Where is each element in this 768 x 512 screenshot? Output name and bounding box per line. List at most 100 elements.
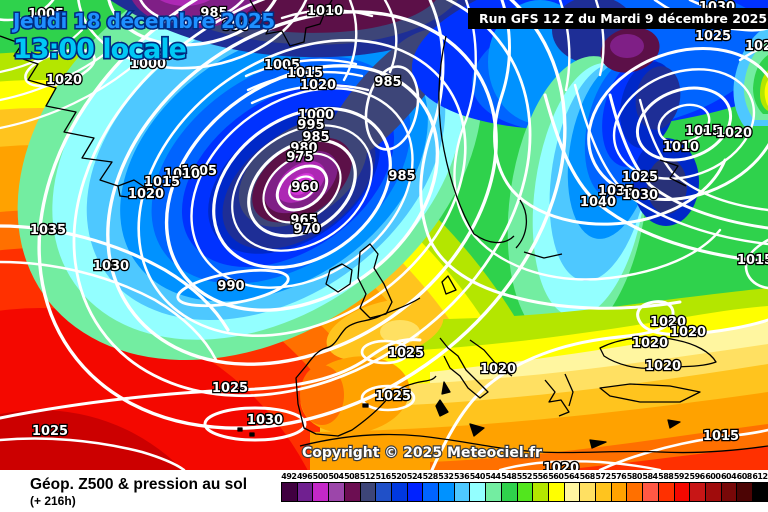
colorbar-tick: 592 (673, 472, 690, 481)
isobar-label: 1020 (46, 73, 82, 88)
colorbar-cell (282, 483, 298, 501)
isobar-label: 1015 (287, 66, 323, 81)
colorbar-cell (454, 483, 471, 501)
colorbar-cell (580, 483, 597, 501)
forecast-lead-time: (+ 216h) (30, 494, 76, 508)
colorbar-cell (486, 483, 502, 501)
isobar-label: 1020 (128, 187, 164, 202)
colorbar-cell (407, 483, 424, 501)
colorbar-tick: 584 (642, 472, 658, 481)
colorbar-cell (313, 483, 330, 501)
isobar-label: 1020 (632, 336, 668, 351)
colorbar-cell (533, 483, 549, 501)
isobar-label: 995 (297, 118, 324, 133)
isobar-label: 960 (291, 180, 318, 195)
valid-time-text: 13:00 locale (13, 34, 186, 65)
colorbar-cell (674, 483, 691, 501)
colorbar-tick: 496 (296, 472, 313, 481)
colorbar-tick: 528 (422, 472, 439, 481)
isobar-label: 1020 (645, 359, 681, 374)
pressure-map: 1005 985990995100010201010100510151020100… (0, 0, 768, 470)
isobar-labels: 1005 985990995100010201010100510151020100… (27, 0, 768, 470)
colorbar-tick: 552 (516, 472, 533, 481)
isobar-label: 975 (286, 150, 313, 165)
isobar-label: 1015 (685, 124, 721, 139)
isobar-label: 985 (200, 6, 227, 21)
isobar-label: 985 (388, 169, 415, 184)
colorbar-cells (281, 482, 768, 502)
isobar-label: 965 (290, 213, 317, 228)
colorbar-cell (344, 483, 361, 501)
isobar-label: 1010 (663, 140, 699, 155)
isobar-label: 1005 (264, 58, 300, 73)
legend-footer: Géop. Z500 & pression au sol (+ 216h) 49… (0, 470, 768, 512)
colorbar-tick: 512 (359, 472, 376, 481)
isobar-label: 1020 (543, 461, 579, 470)
colorbar-cell (611, 483, 628, 501)
colorbar-cell (376, 483, 392, 501)
isobar-lines (0, 0, 768, 470)
isobar-label: 1025 (375, 389, 411, 404)
colorbar-tick: 596 (689, 472, 706, 481)
colorbar-cell (627, 483, 644, 501)
colorbar-tick: 532 (438, 472, 454, 481)
colorbar-tick: 564 (563, 472, 580, 481)
isobar-label: 1035 (598, 184, 634, 199)
colorbar-cell (564, 483, 581, 501)
colorbar-cell (423, 483, 440, 501)
isobar-label: 1020 (300, 78, 336, 93)
isobar-label: 1030 (247, 413, 283, 428)
isobar-label: 1015 (144, 175, 180, 190)
isobar-label: 1025 (32, 424, 68, 439)
isobar-label: 1025 (695, 29, 731, 44)
isobar-label: 1005 (28, 7, 64, 22)
colorbar-tick: 604 (720, 472, 737, 481)
coastlines (0, 0, 768, 454)
isobar-label: 1020 (480, 362, 516, 377)
isobar-label: 990 (222, 19, 249, 34)
colorbar-cell (548, 483, 565, 501)
colorbar-tick: 612 (752, 472, 768, 481)
colorbar-tick: 580 (626, 472, 643, 481)
colorbar-cell (705, 483, 722, 501)
isobar-label: 985 (374, 75, 401, 90)
colorbar-tick: 492 (281, 472, 297, 481)
colorbar-tick: 560 (548, 472, 564, 481)
colorbar-tick: 516 (375, 472, 391, 481)
colorbar-tick: 548 (501, 472, 517, 481)
chart-title: Géop. Z500 & pression au sol (30, 476, 248, 493)
isobar-label: 1020 (670, 325, 706, 340)
isobar-label: 1030 (93, 259, 129, 274)
colorbar-tick: 520 (391, 472, 407, 481)
colorbar-cell (439, 483, 455, 501)
run-info-text: Run GFS 12 Z du Mardi 9 décembre 2025 (479, 11, 767, 26)
colorbar-tick: 568 (579, 472, 596, 481)
colorbar-cell (690, 483, 706, 501)
isobar-label: 1000 (298, 108, 334, 123)
colorbar-tick: 508 (344, 472, 360, 481)
colorbar-tick: 608 (736, 472, 753, 481)
isobar-label: 1040 (580, 195, 616, 210)
isobar-label: 1000 (130, 57, 166, 72)
colorbar-tick: 576 (611, 472, 627, 481)
run-banner: Run GFS 12 Z du Mardi 9 décembre 2025 (468, 8, 768, 29)
isobar-label: 1015 (703, 429, 739, 444)
colorbar-tick: 540 (469, 472, 486, 481)
colorbar-cell (501, 483, 518, 501)
isobar-label: 1020 (716, 126, 752, 141)
isobar-label: 1015 (737, 253, 768, 268)
isobar-label: 1025 (388, 346, 424, 361)
colorbar-cell (596, 483, 612, 501)
isobar-label: 995 (155, 48, 182, 63)
isobar-label: 985 (302, 130, 329, 145)
colorbar-cell (643, 483, 659, 501)
colorbar-tick: 588 (658, 472, 674, 481)
copyright-text: Copyright © 2025 Meteociel.fr (302, 445, 542, 461)
colorbar-tick: 500 (312, 472, 329, 481)
colorbar-cell (753, 483, 768, 501)
colorbar-tick: 544 (485, 472, 501, 481)
isobar-label: 990 (217, 279, 244, 294)
colorbar-cell (297, 483, 314, 501)
colorbar-tick: 524 (406, 472, 423, 481)
